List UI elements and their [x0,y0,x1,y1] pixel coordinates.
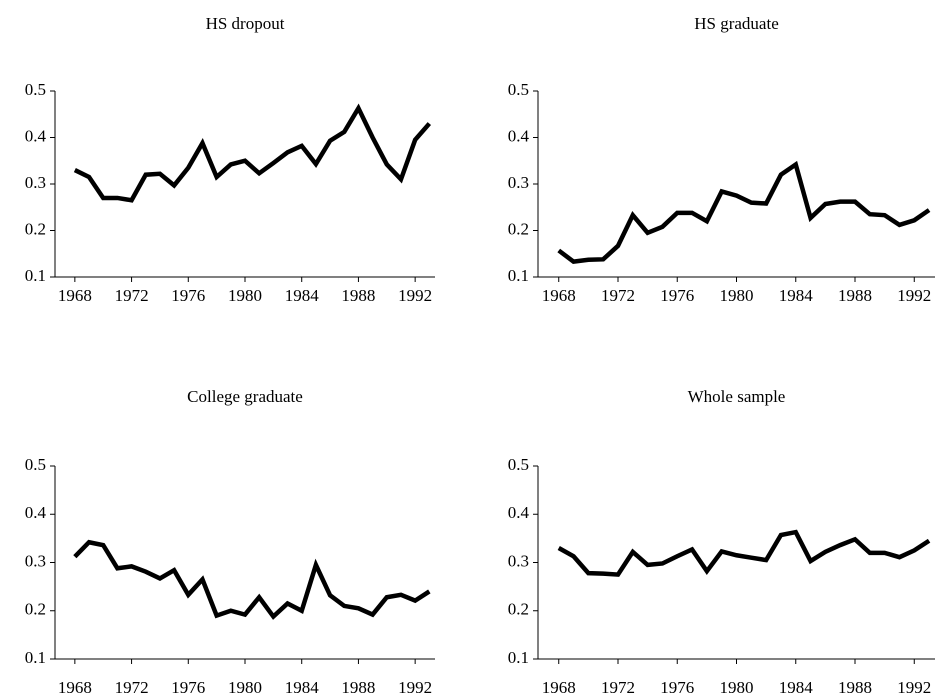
data-line [73,539,431,620]
x-tick-label: 1988 [341,286,375,305]
x-tick-label: 1972 [601,678,635,697]
y-tick-label: 0.1 [508,648,529,667]
y-tick-label: 0.5 [508,455,529,474]
x-tick-label: 1972 [115,678,149,697]
data-line [557,160,931,265]
x-tick-label: 1992 [398,286,432,305]
y-tick-label: 0.5 [25,455,46,474]
chart-title: College graduate [187,387,303,406]
x-tick-label: 1980 [720,286,754,305]
data-line [557,529,931,577]
y-tick-label: 0.1 [25,648,46,667]
y-tick-label: 0.1 [25,266,46,285]
chart-title: Whole sample [688,387,786,406]
x-tick-label: 1992 [897,286,931,305]
y-tick-label: 0.3 [25,173,46,192]
y-tick-label: 0.4 [508,503,530,522]
x-tick-label: 1972 [601,286,635,305]
y-tick-label: 0.2 [25,219,46,238]
x-tick-label: 1988 [341,678,375,697]
data-line [73,103,432,203]
x-tick-label: 1968 [542,286,576,305]
x-tick-label: 1968 [58,286,92,305]
x-tick-label: 1976 [660,678,694,697]
x-tick-label: 1976 [171,678,205,697]
y-tick-label: 0.4 [25,126,47,145]
x-tick-label: 1984 [779,678,814,697]
x-tick-label: 1980 [720,678,754,697]
x-tick-label: 1988 [838,678,872,697]
x-tick-label: 1976 [171,286,205,305]
y-tick-label: 0.3 [25,551,46,570]
y-tick-label: 0.5 [25,80,46,99]
y-tick-label: 0.2 [25,600,46,619]
chart-title: HS dropout [206,14,285,33]
y-tick-label: 0.4 [25,503,47,522]
chart-title: HS graduate [694,14,779,33]
x-tick-label: 1984 [285,678,320,697]
x-tick-label: 1992 [897,678,931,697]
y-tick-label: 0.2 [508,219,529,238]
y-tick-label: 0.4 [508,126,530,145]
x-tick-label: 1968 [58,678,92,697]
x-tick-label: 1988 [838,286,872,305]
x-tick-label: 1968 [542,678,576,697]
x-tick-label: 1972 [115,286,149,305]
x-tick-label: 1980 [228,678,262,697]
y-tick-label: 0.5 [508,80,529,99]
y-tick-label: 0.2 [508,600,529,619]
y-tick-label: 0.1 [508,266,529,285]
x-tick-label: 1984 [779,286,814,305]
x-tick-label: 1984 [285,286,320,305]
y-tick-label: 0.3 [508,551,529,570]
x-tick-label: 1976 [660,286,694,305]
x-tick-label: 1992 [398,678,432,697]
x-tick-label: 1980 [228,286,262,305]
y-tick-label: 0.3 [508,173,529,192]
